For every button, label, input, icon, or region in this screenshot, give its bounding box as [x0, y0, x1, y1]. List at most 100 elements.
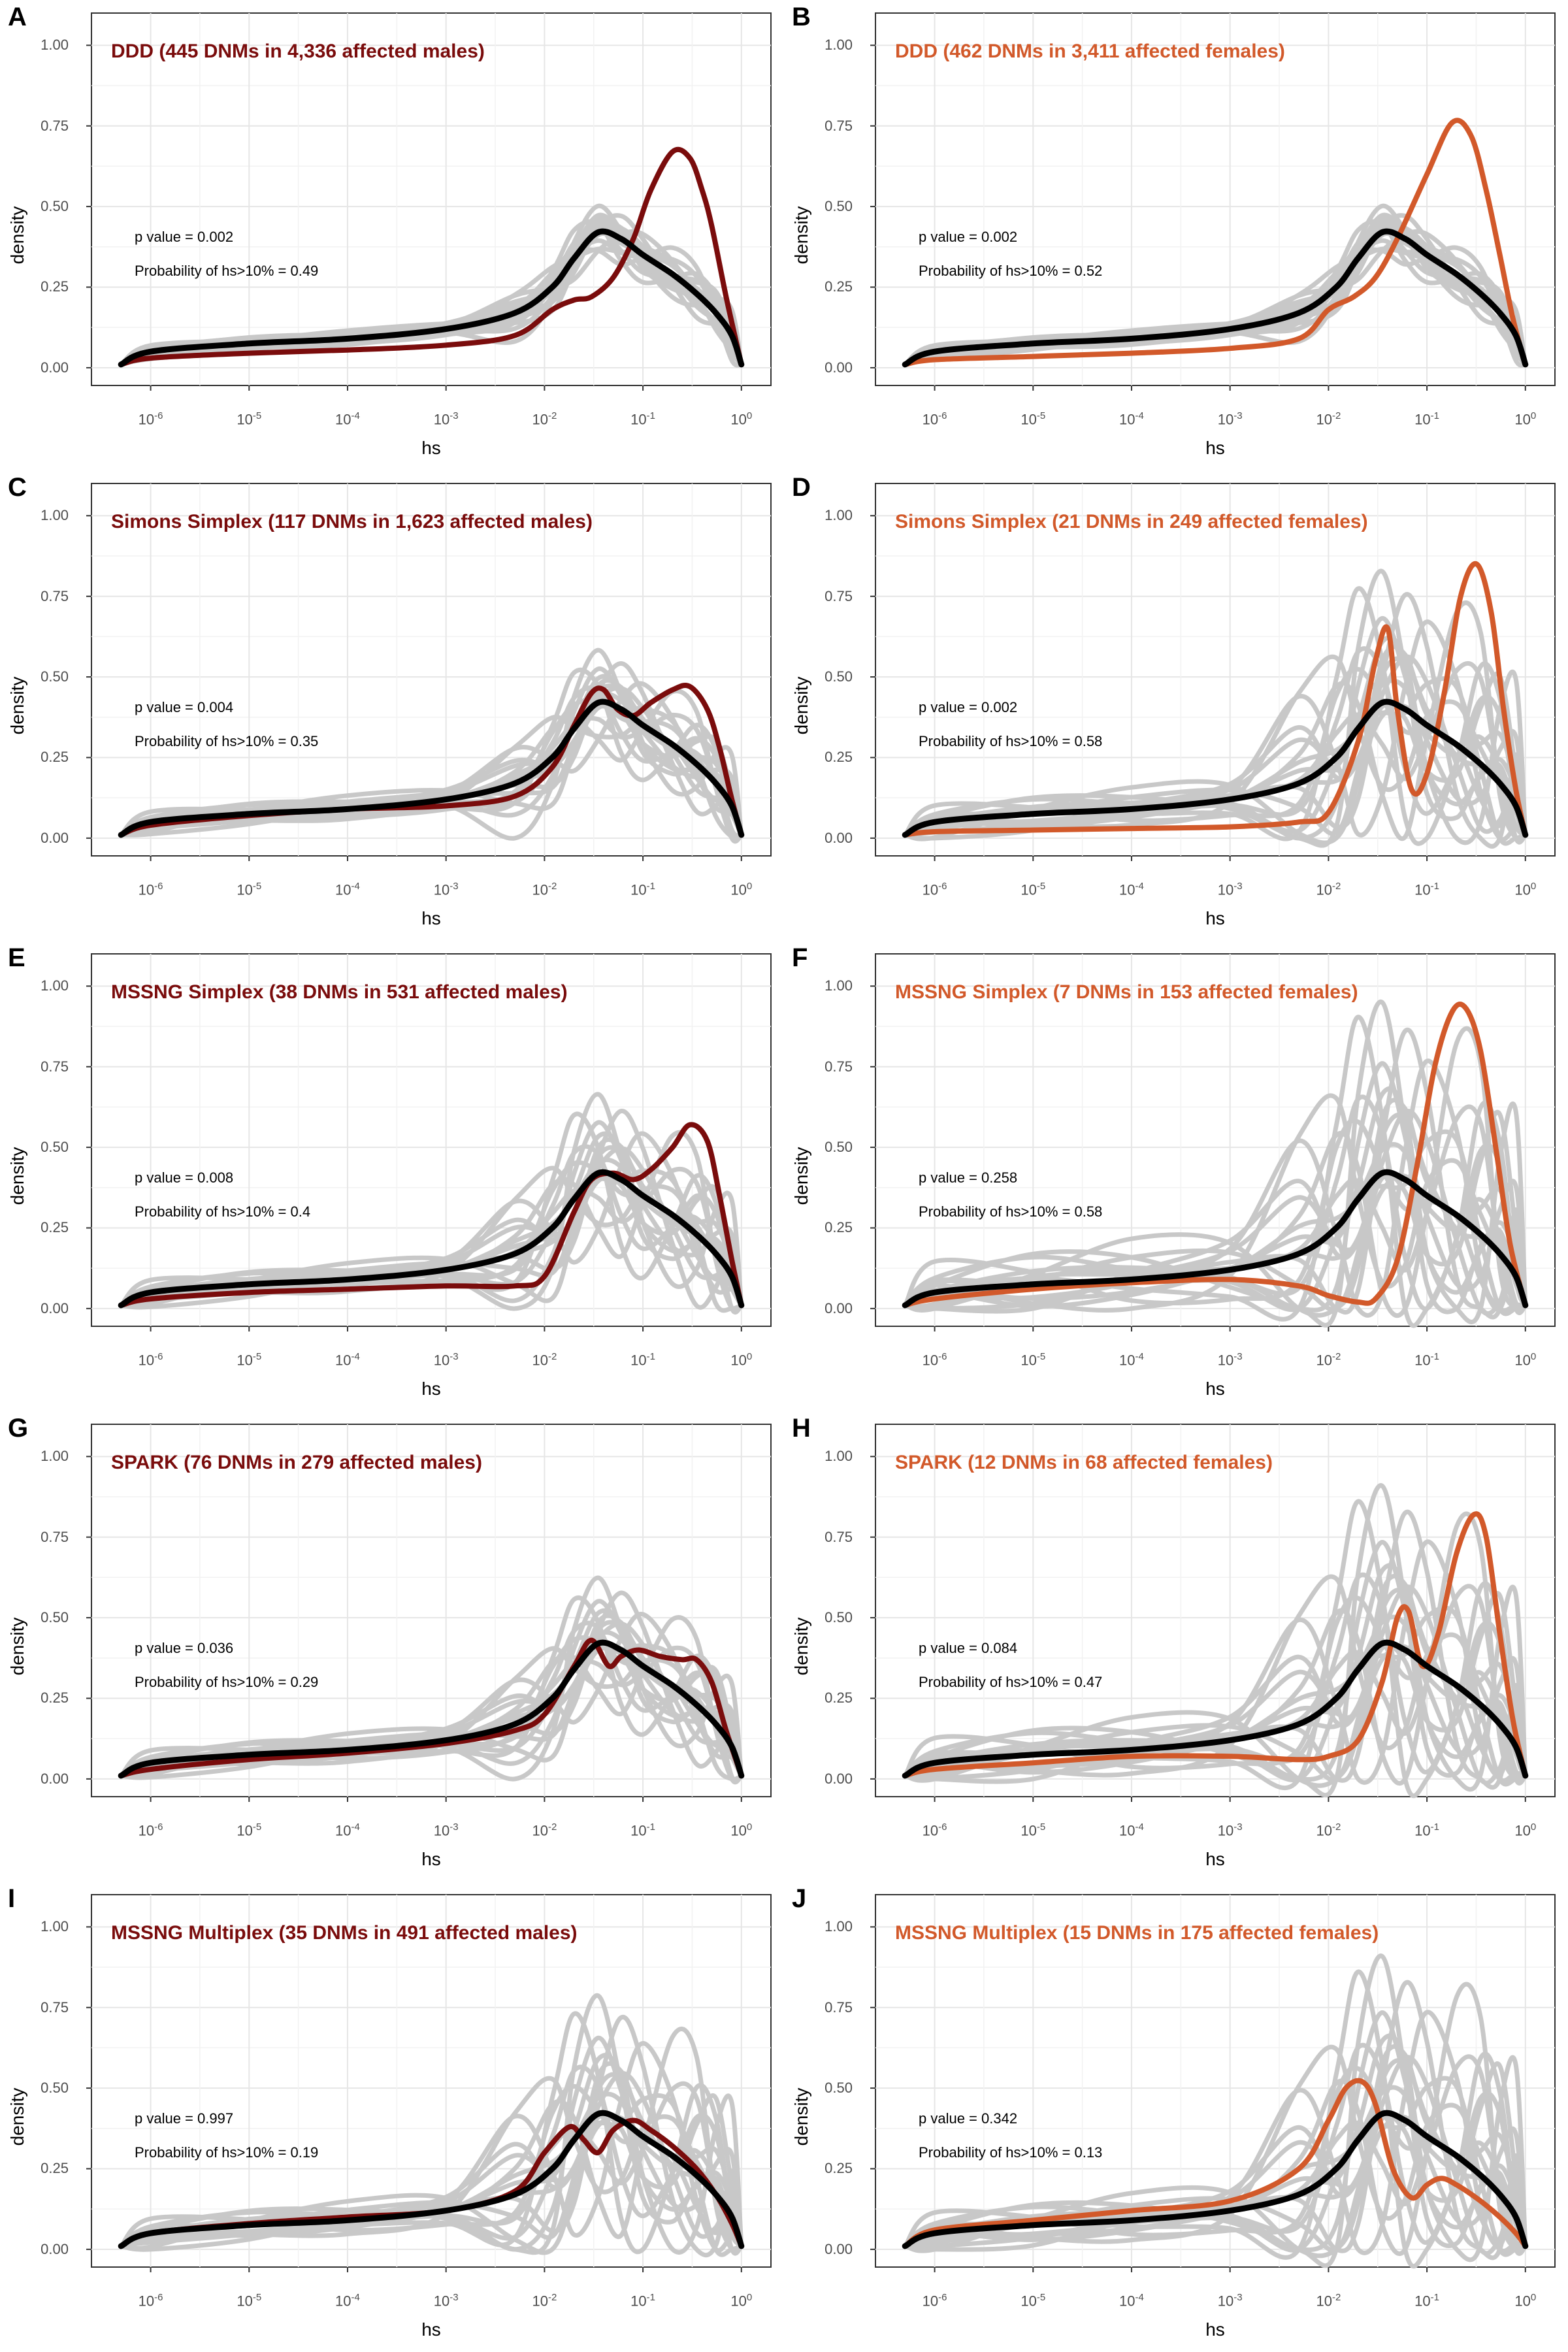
chart-panel-d: 0.00 0.25 0.50 0.75 1.00 10-6 10-5 10-4 10-3 10-2… [784, 470, 1568, 941]
null-mean-curve [118, 228, 745, 368]
x-tick-exponent: -2 [547, 1351, 557, 1362]
y-axis-label: density [785, 2087, 818, 2146]
null-curve [118, 229, 744, 367]
x-tick-label: 10-4 [1119, 2292, 1144, 2310]
null-curve [902, 568, 1528, 848]
p-value-annotation: p value = 0.997 [135, 2110, 234, 2127]
null-curve [118, 1575, 744, 1782]
y-tick-label: 0.75 [825, 1528, 853, 1545]
x-tick-label: 10-6 [138, 2292, 163, 2310]
null-curve [902, 1573, 1528, 1788]
x-tick-exponent: -6 [938, 881, 947, 892]
x-tick-label: 10-1 [1414, 1821, 1439, 1839]
panel-letter: C [8, 473, 27, 502]
x-tick-exponent: -2 [547, 881, 557, 892]
y-tick-label: 0.25 [41, 1690, 69, 1707]
x-axis-label: hs [421, 1379, 441, 1399]
null-curve [902, 600, 1528, 843]
x-tick-exponent: -6 [154, 881, 163, 892]
plot-svg [86, 1894, 772, 2272]
x-tick-exponent: -3 [1233, 1351, 1243, 1362]
observed-curve [118, 146, 744, 367]
x-tick-label: 10-3 [433, 410, 459, 428]
null-mean-curve [902, 1169, 1529, 1309]
y-tick-label: 1.00 [825, 1918, 853, 1935]
x-tick-label: 10-3 [433, 1351, 459, 1369]
x-tick-exponent: -1 [646, 410, 655, 421]
y-tick-label: 0.50 [825, 668, 853, 685]
panel-letter: F [792, 943, 808, 972]
null-curve [118, 678, 744, 838]
y-tick-label: 0.00 [41, 2240, 69, 2257]
x-tick-label: 10-2 [532, 881, 557, 898]
y-axis-label: density [1, 2088, 34, 2146]
x-tick-exponent: -6 [154, 1821, 163, 1833]
x-tick-exponent: -4 [1135, 881, 1144, 892]
x-tick-exponent: -4 [1135, 410, 1144, 421]
y-tick-label: 1.00 [825, 37, 853, 54]
y-tick-label: 0.25 [41, 749, 69, 766]
panel-letter: D [792, 473, 811, 502]
y-tick-label: 0.50 [41, 1609, 69, 1626]
null-curve [118, 1613, 744, 1784]
y-tick-label: 1.00 [41, 977, 69, 994]
x-tick-label: 100 [1514, 881, 1537, 898]
observed-curve [902, 1002, 1528, 1308]
x-tick-label: 10-5 [237, 881, 262, 898]
y-tick-label: 0.00 [41, 359, 69, 376]
chart-panel-f: 0.00 0.25 0.50 0.75 1.00 10-6 10-5 10-4 10-3 10-2… [784, 941, 1568, 1411]
y-axis-label: density [785, 1618, 818, 1676]
x-tick-label: 10-5 [1021, 881, 1046, 898]
x-tick-label: 10-3 [1217, 1351, 1243, 1369]
null-mean-curve [118, 1639, 745, 1779]
x-tick-exponent: -4 [351, 1821, 360, 1833]
y-tick-label: 0.50 [825, 2080, 853, 2097]
chart-title: Simons Simplex (21 DNMs in 249 affected … [895, 511, 1368, 532]
plot-svg [86, 1424, 772, 1802]
y-tick-label: 0.00 [825, 1770, 853, 1787]
probability-annotation: Probability of hs>10% = 0.35 [135, 733, 319, 749]
panel-letter: G [8, 1414, 29, 1443]
plot-svg [870, 953, 1556, 1331]
x-tick-label: 10-1 [630, 1821, 655, 1839]
x-tick-exponent: -3 [449, 1351, 459, 1362]
x-tick-label: 10-6 [138, 881, 163, 898]
x-tick-label: 10-1 [630, 1351, 655, 1369]
probability-annotation: Probability of hs>10% = 0.29 [135, 1674, 319, 1690]
y-tick-label: 0.75 [41, 587, 69, 604]
y-tick-label: 0.25 [825, 1219, 853, 1236]
chart-panel-h: 0.00 0.25 0.50 0.75 1.00 10-6 10-5 10-4 10-3 10-2… [784, 1411, 1568, 1882]
y-axis-label-text: density [791, 2087, 811, 2146]
probability-annotation: Probability of hs>10% = 0.58 [919, 733, 1103, 749]
null-curve [902, 999, 1528, 1328]
x-tick-label: 10-3 [1217, 2292, 1243, 2310]
chart-panel-i: 0.00 0.25 0.50 0.75 1.00 10-6 10-5 10-4 10-3 10-2… [0, 1882, 784, 2352]
y-tick-label: 0.00 [825, 1299, 853, 1316]
x-tick-exponent: -1 [1430, 881, 1439, 892]
x-tick-label: 10-2 [1316, 1351, 1341, 1369]
x-tick-label: 10-2 [1316, 881, 1341, 898]
x-tick-label: 100 [1514, 1351, 1537, 1369]
y-tick-label: 0.50 [825, 198, 853, 215]
y-tick-label: 0.25 [825, 278, 853, 295]
p-value-annotation: p value = 0.002 [135, 229, 234, 245]
x-tick-exponent: -4 [1135, 2292, 1144, 2303]
p-value-annotation: p value = 0.084 [919, 1640, 1018, 1656]
probability-annotation: Probability of hs>10% = 0.52 [919, 263, 1103, 279]
y-tick-label: 0.50 [825, 1609, 853, 1626]
y-axis-label: density [785, 677, 818, 735]
y-tick-label: 0.75 [41, 1999, 69, 2016]
y-tick-label: 0.25 [41, 1219, 69, 1236]
chart-title: MSSNG Simplex (38 DNMs in 531 affected m… [111, 981, 568, 1003]
x-axis-label: hs [1205, 908, 1225, 928]
x-tick-exponent: 0 [746, 1821, 753, 1833]
panel-letter: E [8, 943, 25, 972]
null-curve [902, 1026, 1528, 1318]
p-value-annotation: p value = 0.342 [919, 2110, 1018, 2127]
y-tick-label: 0.50 [41, 668, 69, 685]
x-tick-label: 100 [730, 410, 753, 428]
x-tick-exponent: -2 [1331, 881, 1341, 892]
x-tick-label: 10-2 [1316, 410, 1341, 428]
x-tick-label: 10-2 [532, 1351, 557, 1369]
